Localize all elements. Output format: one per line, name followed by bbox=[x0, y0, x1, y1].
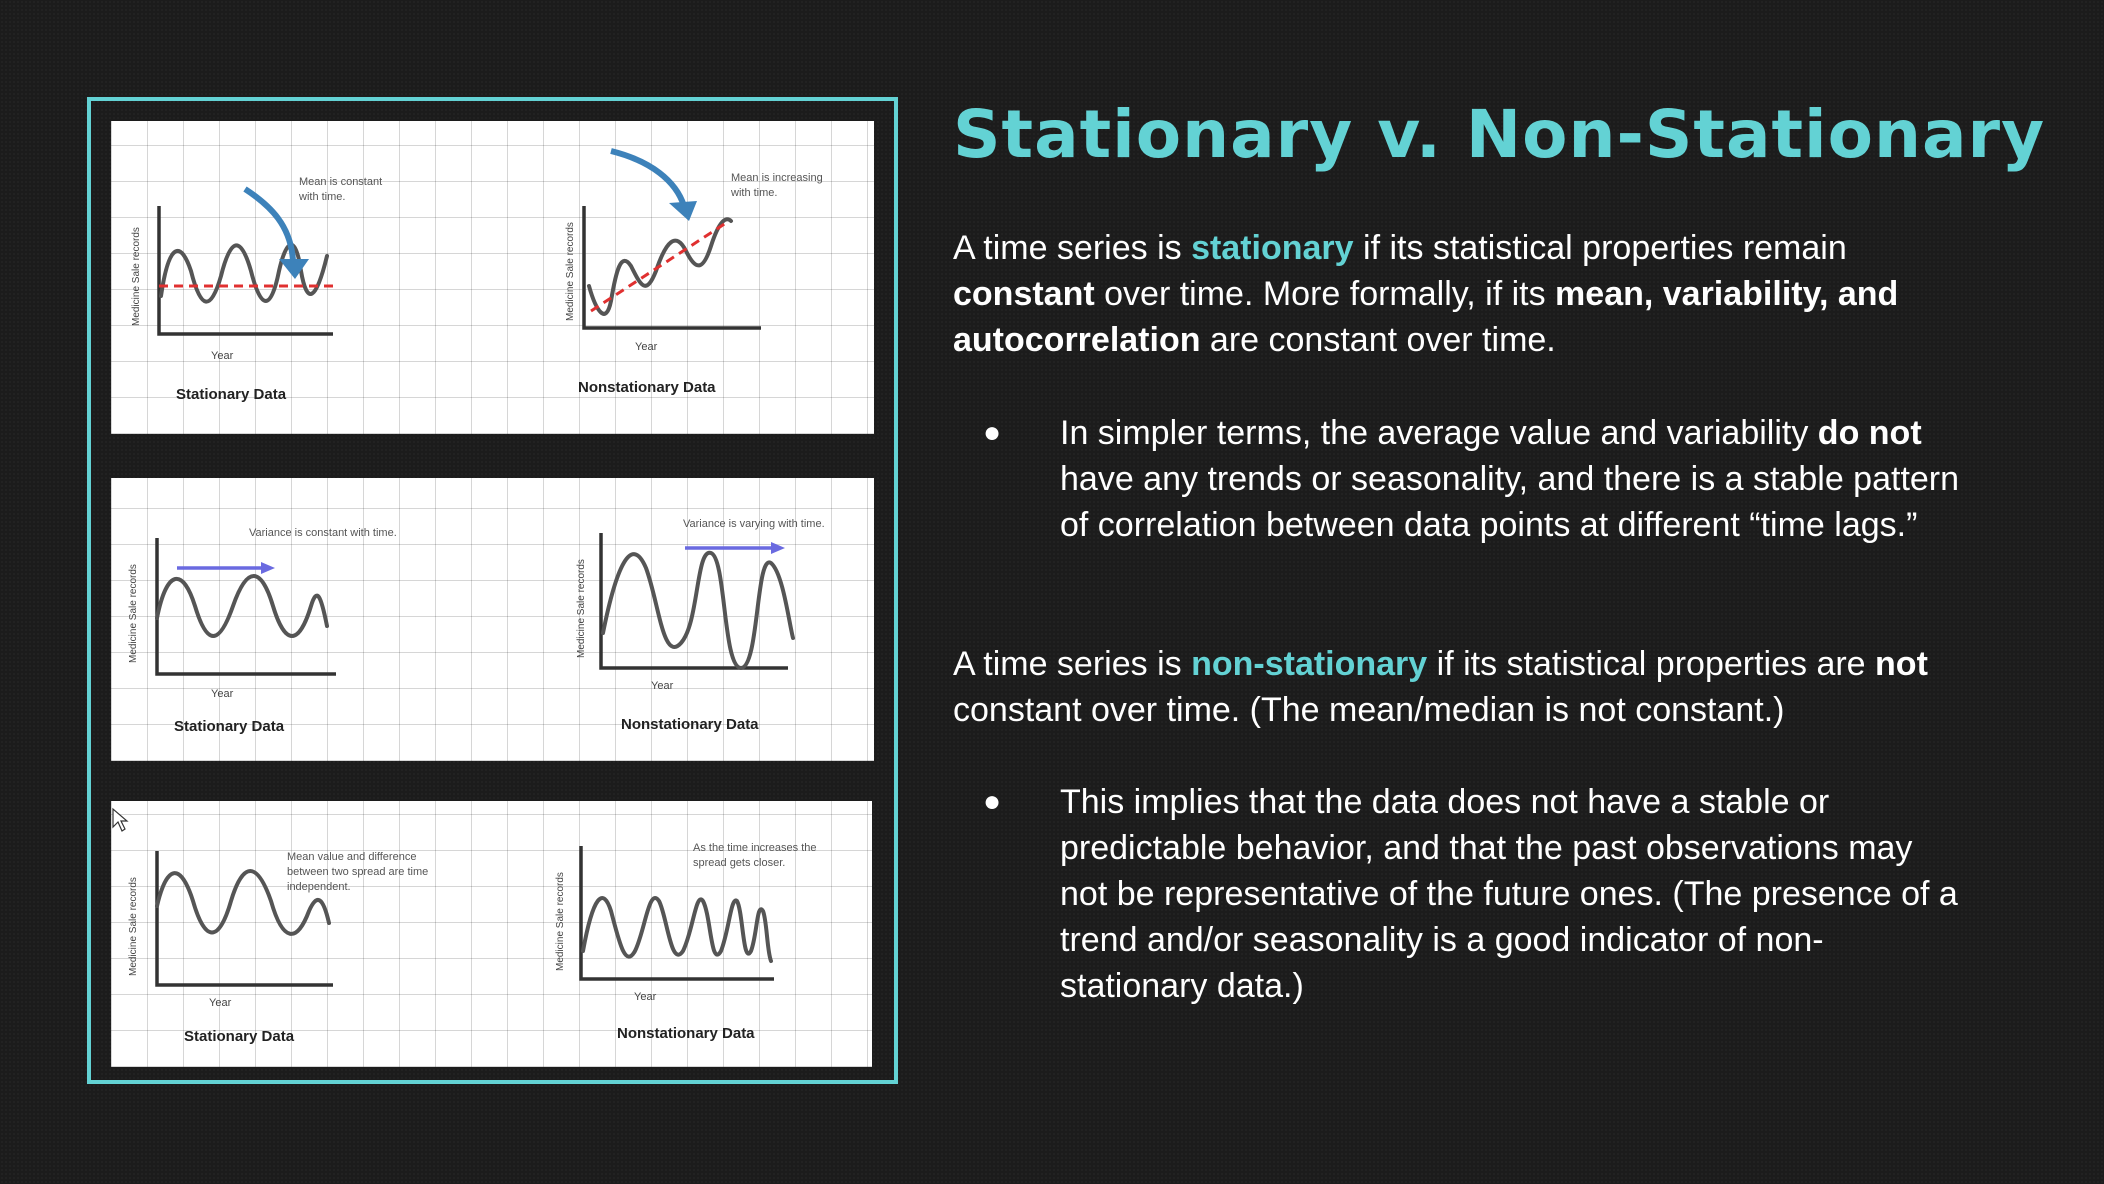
text-run: if its statistical properties are bbox=[1427, 645, 1876, 683]
curved-arrow bbox=[610, 148, 687, 208]
note-line: Mean value and difference bbox=[287, 851, 416, 863]
wave-line bbox=[155, 869, 331, 936]
axes bbox=[579, 846, 774, 981]
emphasis: not bbox=[1875, 645, 1928, 683]
bullet-icon: ● bbox=[983, 416, 1002, 449]
note-line: Variance is constant with time. bbox=[249, 527, 397, 539]
term-non-stationary: non-stationary bbox=[1191, 645, 1428, 683]
text-run: have any trends or seasonality, and ther… bbox=[1060, 460, 1960, 544]
x-axis-label: Year bbox=[209, 997, 232, 1009]
arrow-head bbox=[771, 542, 785, 554]
emphasis: constant bbox=[953, 275, 1095, 313]
mean-line bbox=[590, 219, 730, 313]
variance-comparison-diagram: Variance is constant with time. Year Med… bbox=[128, 518, 825, 735]
note-line: As the time increases the bbox=[693, 842, 817, 854]
panel-caption: Stationary Data bbox=[184, 1028, 295, 1045]
panel-caption: Stationary Data bbox=[174, 718, 285, 735]
text-run: In simpler terms, the average value and … bbox=[1060, 414, 1818, 452]
emphasis: mean, variability, and autocorrelation bbox=[953, 275, 1899, 359]
panel-caption: Stationary Data bbox=[176, 386, 287, 403]
arrow-head bbox=[261, 562, 275, 574]
emphasis: do not bbox=[1817, 414, 1922, 452]
x-axis-label: Year bbox=[634, 991, 657, 1003]
bullet-icon: ● bbox=[983, 785, 1002, 818]
text-run: if its statistical properties remain bbox=[1353, 229, 1847, 267]
text-run: over time. More formally, if its bbox=[1094, 275, 1556, 313]
axes bbox=[155, 538, 336, 676]
panel-variance: Variance is constant with time. Year Med… bbox=[111, 478, 874, 761]
axes bbox=[157, 206, 333, 336]
axes bbox=[599, 533, 788, 670]
text-run: A time series is bbox=[953, 645, 1192, 683]
y-axis-label: Medicine Sale records bbox=[576, 559, 587, 658]
wave-line bbox=[155, 574, 329, 638]
text-run: are constant over time. bbox=[1200, 321, 1556, 359]
figure-frame: Mean is constant with time. Year Medicin… bbox=[87, 97, 898, 1084]
wave-line bbox=[587, 217, 733, 316]
y-axis-label: Medicine Sale records bbox=[131, 227, 142, 326]
axes bbox=[582, 206, 761, 330]
wave-line bbox=[159, 243, 329, 304]
bullet-text: This implies that the data does not have… bbox=[1060, 779, 1960, 1009]
x-axis-label: Year bbox=[635, 341, 658, 353]
mean-comparison-diagram: Mean is constant with time. Year Medicin… bbox=[131, 148, 823, 403]
term-stationary: stationary bbox=[1191, 229, 1354, 267]
note-line: Variance is varying with time. bbox=[683, 518, 825, 530]
y-axis-label: Medicine Sale records bbox=[555, 872, 566, 971]
y-axis-label: Medicine Sale records bbox=[128, 877, 139, 976]
panel-caption: Nonstationary Data bbox=[617, 1025, 755, 1042]
note-line: with time. bbox=[298, 191, 345, 203]
y-axis-label: Medicine Sale records bbox=[565, 222, 576, 321]
note-line: independent. bbox=[287, 881, 351, 893]
arrow-head bbox=[669, 201, 697, 221]
spread-comparison-diagram: Mean value and difference between two sp… bbox=[112, 807, 817, 1045]
note-line: with time. bbox=[730, 187, 777, 199]
note-line: Mean is increasing bbox=[731, 172, 823, 184]
paragraph-nonstationary: A time series is non-stationary if its s… bbox=[953, 641, 1973, 733]
panel-covariance: Mean value and difference between two sp… bbox=[111, 801, 872, 1067]
curved-arrow bbox=[243, 186, 296, 262]
panel-mean: Mean is constant with time. Year Medicin… bbox=[111, 121, 874, 434]
paragraph-stationary: A time series is stationary if its stati… bbox=[953, 225, 1973, 363]
cursor-icon bbox=[112, 807, 129, 832]
note-line: Mean is constant bbox=[299, 176, 382, 188]
axes bbox=[155, 851, 333, 987]
panel-caption: Nonstationary Data bbox=[578, 379, 716, 396]
panel-caption: Nonstationary Data bbox=[621, 716, 759, 733]
bullet-text: In simpler terms, the average value and … bbox=[1060, 410, 1960, 548]
y-axis-label: Medicine Sale records bbox=[128, 564, 139, 663]
slide-title: Stationary v. Non-Stationary bbox=[953, 96, 2046, 173]
x-axis-label: Year bbox=[211, 688, 234, 700]
wave-line bbox=[581, 896, 773, 963]
note-line: between two spread are time bbox=[287, 866, 428, 878]
wave-line bbox=[601, 551, 795, 671]
x-axis-label: Year bbox=[651, 680, 674, 692]
note-line: spread gets closer. bbox=[693, 857, 785, 869]
text-run: A time series is bbox=[953, 229, 1192, 267]
text-run: constant over time. (The mean/median is … bbox=[953, 691, 1785, 729]
x-axis-label: Year bbox=[211, 350, 234, 362]
text-run: This implies that the data does not have… bbox=[1060, 783, 1958, 1005]
arrow-head bbox=[279, 259, 309, 279]
